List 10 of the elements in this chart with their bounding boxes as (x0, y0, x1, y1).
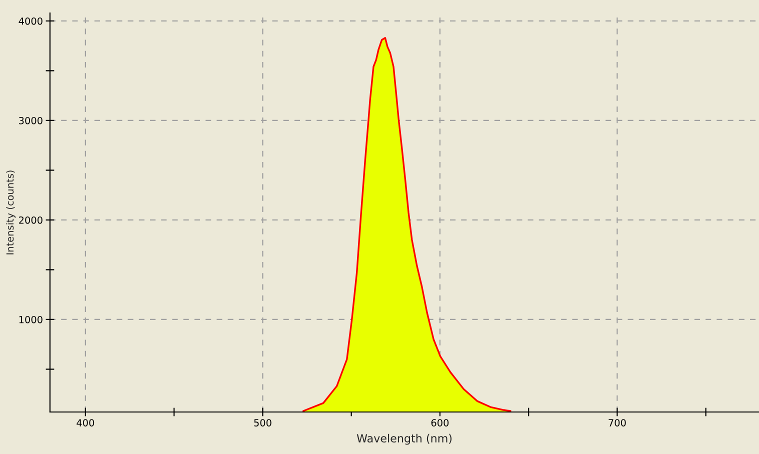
y-tick-label: 4000 (18, 17, 42, 25)
x-tick-label: 700 (608, 419, 626, 426)
x-tick-label: 400 (76, 419, 94, 426)
y-tick-label: 3000 (19, 116, 42, 124)
y-tick-label: 1000 (19, 316, 42, 324)
x-tick-label: 500 (254, 419, 272, 426)
x-axis-title: Wavelength (nm) (356, 434, 452, 445)
x-tick-label: 600 (431, 419, 449, 426)
y-tick-label: 2000 (19, 216, 42, 224)
y-axis-title: Intensity (counts) (6, 170, 16, 254)
